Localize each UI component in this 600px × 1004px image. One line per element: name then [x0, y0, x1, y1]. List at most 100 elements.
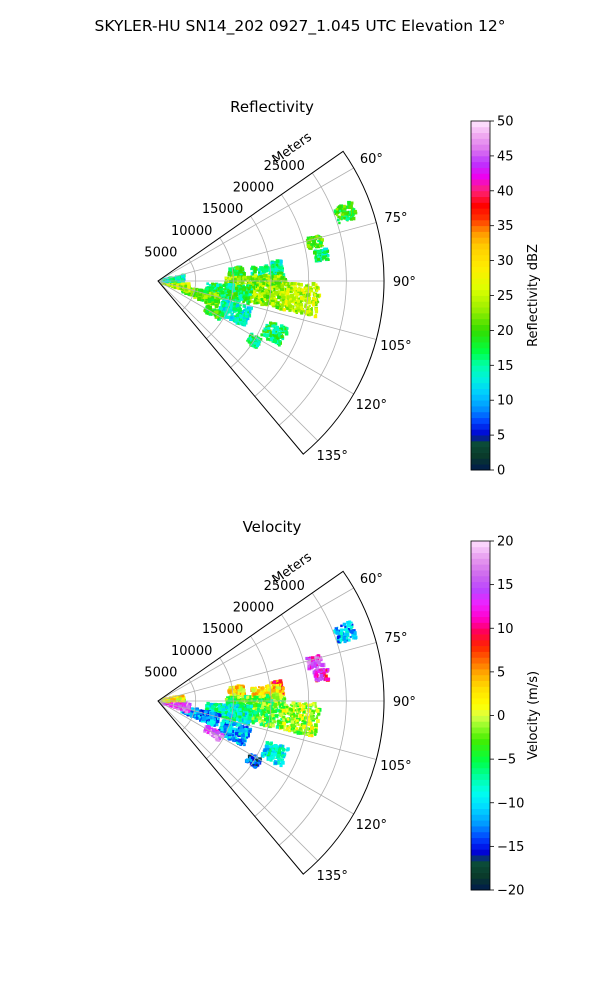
colorbar-tick-label: 25	[497, 289, 514, 304]
echo-gate	[338, 222, 340, 224]
echo-gate	[248, 281, 250, 283]
echo-gate	[262, 720, 264, 722]
echo-gate	[297, 711, 299, 713]
echo-gate	[262, 300, 264, 302]
echo-gate	[317, 258, 321, 262]
echo-gate	[340, 632, 344, 636]
echo-gate	[209, 284, 211, 286]
colorbar-tick-label: 20	[497, 324, 514, 339]
echo-gate	[319, 669, 321, 671]
echo-gate	[284, 300, 288, 304]
colorbar-tick-label: 45	[497, 149, 514, 164]
colorbar-tick-label: 30	[497, 254, 514, 269]
echo-gate	[276, 259, 280, 263]
echo-gate	[310, 290, 313, 293]
echo-gate	[309, 730, 311, 732]
echo-gate	[315, 283, 318, 286]
colorbar-bin	[471, 394, 490, 400]
echo-gate	[341, 216, 343, 218]
echo-gate	[260, 723, 263, 726]
echo-gate	[232, 307, 236, 311]
echo-gate	[305, 657, 308, 660]
colorbar-tick-label: 15	[497, 359, 514, 374]
echo-gate	[350, 219, 352, 221]
echo-gate	[285, 278, 287, 280]
echo-gate	[344, 628, 348, 632]
echo-gate	[290, 291, 292, 293]
echo-gate	[245, 315, 248, 318]
echo-gate	[297, 722, 299, 724]
echo-gate	[327, 678, 330, 681]
echo-gate	[264, 689, 266, 691]
echo-gate	[263, 692, 265, 694]
echo-gate	[234, 272, 238, 276]
angle-tick-label: 75°	[384, 211, 407, 226]
echo-gate	[267, 327, 270, 330]
echo-gate	[318, 250, 321, 253]
echo-gate	[196, 293, 199, 296]
echo-gate	[320, 674, 324, 678]
echo-gate	[204, 295, 208, 299]
echo-gate	[314, 256, 316, 258]
echo-gate	[286, 290, 288, 292]
echo-gate	[314, 656, 316, 658]
echo-gate	[287, 713, 289, 715]
echo-gate	[309, 722, 312, 725]
echo-gate	[226, 287, 228, 289]
colorbar-bin	[471, 429, 490, 435]
echo-gate	[301, 288, 304, 291]
echo-gate	[303, 711, 306, 714]
colorbar-bin	[471, 156, 490, 162]
echo-gate	[262, 695, 265, 698]
echo-gate	[336, 211, 339, 214]
echo-gate	[315, 673, 318, 676]
echo-gate	[243, 289, 245, 291]
echo-gate	[259, 721, 261, 723]
echo-gate	[250, 290, 253, 293]
echo-gate	[229, 278, 232, 281]
echo-gate	[230, 306, 233, 309]
echo-gate	[274, 291, 278, 295]
colorbar-bin	[471, 138, 490, 144]
echo-gate	[283, 722, 287, 726]
echo-gate	[313, 730, 315, 732]
echo-gate	[220, 291, 224, 295]
echo-gate	[299, 708, 301, 710]
echo-gate	[201, 297, 203, 299]
echo-gate	[291, 724, 295, 728]
radial-tick-label: 10000	[171, 224, 212, 239]
echo-gate	[244, 319, 247, 322]
echo-gate	[262, 686, 264, 688]
echo-gate	[220, 307, 222, 309]
echo-gate	[286, 727, 288, 729]
echo-gate	[327, 254, 330, 257]
colorbar-bin	[471, 383, 490, 389]
colorbar-bin	[471, 348, 490, 354]
colorbar-bin	[471, 220, 490, 226]
echo-gate	[285, 303, 287, 305]
colorbar-bin	[471, 272, 490, 278]
echo-gate	[245, 308, 247, 310]
echo-gate	[261, 290, 264, 293]
echo-gate	[301, 718, 303, 720]
echo-gate	[264, 302, 268, 306]
echo-gate	[277, 275, 279, 277]
echo-gate	[265, 289, 269, 293]
echo-gate	[204, 301, 207, 304]
echo-gate	[249, 286, 251, 288]
echo-gate	[187, 282, 191, 286]
echo-gate	[325, 248, 328, 251]
echo-gate	[295, 732, 297, 734]
colorbar-bin	[471, 197, 490, 203]
echo-gate	[274, 275, 277, 278]
echo-gate	[287, 295, 290, 298]
echo-gate	[254, 267, 258, 271]
echo-gate	[254, 342, 258, 346]
echo-gate	[236, 314, 239, 317]
colorbar-bin	[471, 202, 490, 208]
colorbar-bin	[471, 464, 490, 470]
angle-tick-label: 60°	[360, 152, 383, 167]
echo-gate	[265, 329, 267, 331]
echo-gate	[213, 290, 215, 292]
echo-gate	[273, 339, 277, 343]
